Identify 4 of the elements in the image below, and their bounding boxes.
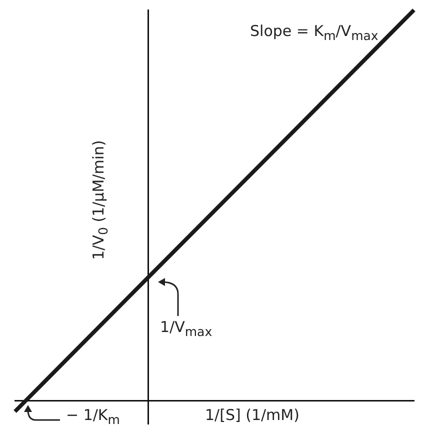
x-axis-title: 1/[S] (1/mM)	[205, 406, 300, 424]
annotation: − 1/K$_{m}$	[66, 406, 120, 427]
annotation: 1/V$_{max}$	[160, 318, 212, 339]
annotation: Slope = K$_{m}$/V$_{max}$	[250, 22, 378, 43]
